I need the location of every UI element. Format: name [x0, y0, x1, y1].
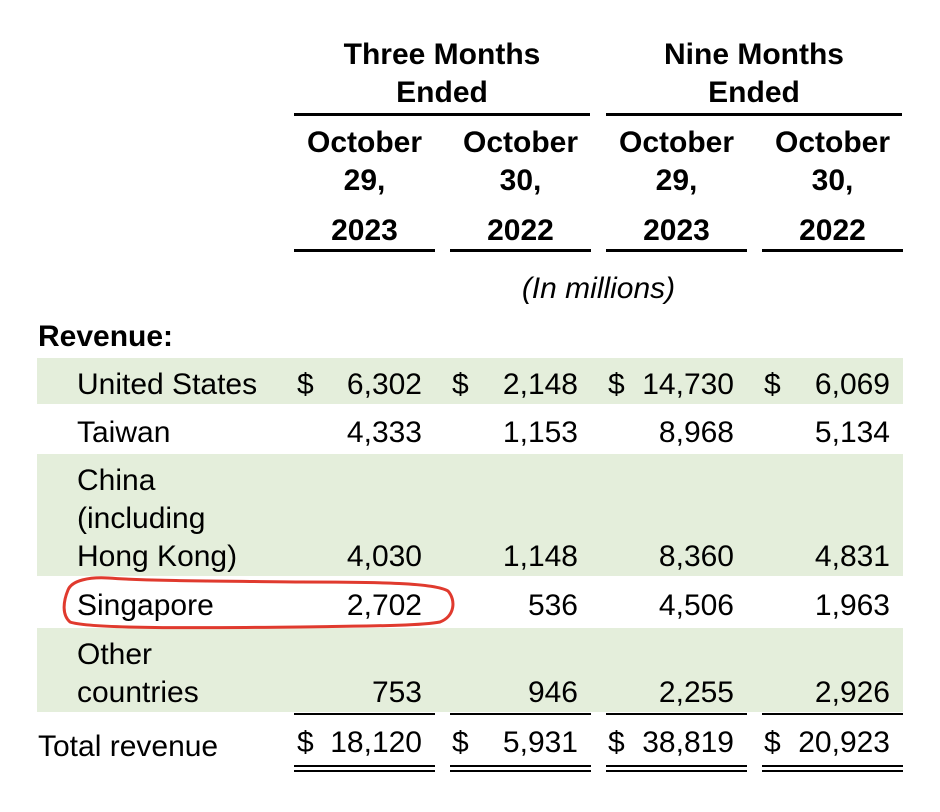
header-group-rule-1: [294, 113, 590, 116]
total-double-rule-bottom-2: [450, 770, 591, 772]
cell-value: 536: [527, 589, 578, 622]
row-label: United States: [77, 368, 258, 401]
total-value: 20,923: [798, 726, 890, 759]
cell-value: 4,333: [346, 416, 422, 449]
column-header-month: October: [306, 126, 423, 159]
column-header-rule-1: [294, 249, 435, 252]
currency-symbol: $: [452, 726, 469, 759]
currency-symbol: $: [764, 726, 781, 759]
column-header-day: 29,: [655, 164, 698, 197]
total-double-rule-bottom-1: [294, 770, 435, 772]
row-band-other: [37, 628, 903, 712]
cell-value: 2,255: [658, 676, 734, 709]
row-band-china: [37, 454, 903, 576]
row-label: Singapore: [77, 589, 214, 622]
row-label-line: China: [77, 464, 156, 497]
cell-value: 1,963: [814, 589, 890, 622]
column-header-4: October 30, 2022: [762, 124, 903, 250]
row-band-united-states: [37, 358, 903, 404]
total-top-rule-3: [606, 713, 747, 715]
total-double-rule-top-2: [450, 765, 591, 767]
cell-value: 6,302: [346, 368, 422, 401]
cell-value: 6,069: [814, 368, 890, 401]
column-header-1: October 29, 2023: [294, 124, 435, 250]
total-top-rule-4: [762, 713, 903, 715]
column-header-day: 30,: [811, 164, 854, 197]
cell-value: 1,148: [502, 540, 578, 573]
cell-value: 5,134: [814, 416, 890, 449]
header-three-months-line2: Ended: [396, 76, 488, 109]
row-label-line: Hong Kong): [77, 540, 238, 573]
column-header-rule-2: [450, 249, 591, 252]
cell-value: 2,148: [502, 368, 578, 401]
cell-value: 8,968: [658, 416, 734, 449]
total-value: 18,120: [330, 726, 422, 759]
header-three-months-line1: Three Months: [343, 38, 541, 71]
column-header-year: 2022: [799, 214, 866, 247]
column-header-day: 29,: [343, 164, 386, 197]
cell-value: 4,831: [814, 540, 890, 573]
currency-symbol: $: [608, 368, 625, 401]
row-label-line: countries: [77, 676, 199, 709]
total-double-rule-top-1: [294, 765, 435, 767]
cell-value: 946: [527, 676, 578, 709]
header-nine-months-line2: Ended: [708, 76, 800, 109]
column-header-2: October 30, 2022: [450, 124, 591, 250]
section-label: Revenue:: [38, 320, 174, 353]
row-label-line: (including: [77, 502, 206, 535]
cell-value: 753: [371, 676, 422, 709]
header-nine-months-line1: Nine Months: [664, 38, 844, 71]
total-double-rule-bottom-4: [762, 770, 903, 772]
header-three-months: Three Months Ended: [294, 36, 590, 112]
total-label: Total revenue: [38, 730, 219, 763]
total-top-rule-2: [450, 713, 591, 715]
currency-symbol: $: [452, 368, 469, 401]
header-group-rule-2: [606, 113, 902, 116]
column-header-month: October: [774, 126, 891, 159]
total-double-rule-top-3: [606, 765, 747, 767]
unit-note: (In millions): [521, 272, 676, 305]
column-header-month: October: [618, 126, 735, 159]
currency-symbol: $: [297, 368, 314, 401]
cell-value: 2,702: [346, 589, 422, 622]
column-header-year: 2023: [643, 214, 710, 247]
row-label-line: Other: [77, 638, 153, 671]
currency-symbol: $: [764, 368, 781, 401]
column-header-3: October 29, 2023: [606, 124, 747, 250]
total-value: 5,931: [502, 726, 578, 759]
column-header-day: 30,: [499, 164, 542, 197]
currency-symbol: $: [608, 726, 625, 759]
cell-value: 8,360: [658, 540, 734, 573]
cell-value: 4,030: [346, 540, 422, 573]
row-label: Taiwan: [77, 416, 171, 449]
cell-value: 2,926: [814, 676, 890, 709]
currency-symbol: $: [297, 726, 314, 759]
total-value: 38,819: [642, 726, 734, 759]
cell-value: 4,506: [658, 589, 734, 622]
header-nine-months: Nine Months Ended: [606, 36, 902, 112]
column-header-rule-3: [606, 249, 747, 252]
total-top-rule-1: [294, 713, 435, 715]
cell-value: 14,730: [642, 368, 734, 401]
column-header-rule-4: [762, 249, 903, 252]
column-header-year: 2023: [331, 214, 398, 247]
cell-value: 1,153: [502, 416, 578, 449]
column-header-year: 2022: [487, 214, 554, 247]
total-double-rule-bottom-3: [606, 770, 747, 772]
column-header-month: October: [462, 126, 579, 159]
total-double-rule-top-4: [762, 765, 903, 767]
